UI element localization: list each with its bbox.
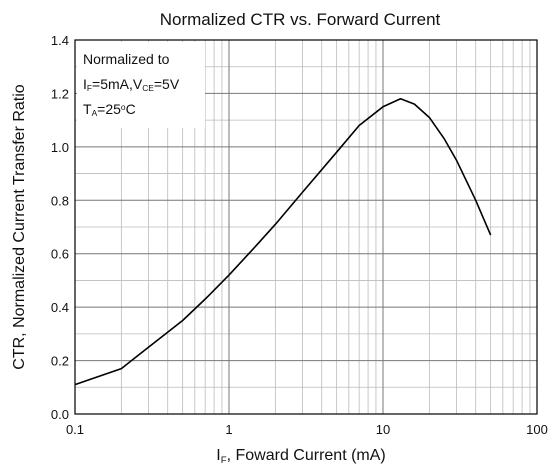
x-axis-label: IF, Foward Current (mA) (216, 447, 385, 466)
subscript: CE (142, 83, 154, 93)
text-segment: , Foward Current (mA) (227, 447, 386, 464)
text-segment: =5mA,V (92, 76, 143, 92)
x-tick-label: 0.1 (66, 422, 84, 437)
text-segment: =5V (154, 76, 180, 92)
y-tick-label: 1.0 (51, 140, 69, 155)
subscript: F (221, 455, 227, 466)
y-tick-label: 0.6 (51, 247, 69, 262)
text-segment: I (83, 76, 87, 92)
x-tick-label: 100 (526, 422, 548, 437)
chart-title: Normalized CTR vs. Forward Current (160, 10, 441, 29)
subscript: A (92, 108, 98, 118)
y-tick-label: 1.4 (51, 33, 69, 48)
x-tick-label: 1 (225, 422, 232, 437)
y-axis-label: CTR, Normalized Current Transfer Ratio (11, 84, 28, 370)
annotation: IF=5mA,VCE=5V (83, 76, 180, 93)
y-tick-label: 0.8 (51, 193, 69, 208)
text-segment: Normalized to (83, 51, 170, 67)
text-segment: I (216, 447, 220, 464)
annotation: Normalized to (83, 51, 170, 67)
y-tick-label: 1.2 (51, 86, 69, 101)
text-segment: C (126, 101, 136, 117)
superscript: o (121, 102, 126, 112)
annotation: TA=25oC (83, 101, 136, 118)
text-segment: =25 (97, 101, 121, 117)
text-segment: T (83, 101, 92, 117)
plot-frame (74, 39, 538, 415)
x-tick-label: 10 (376, 422, 390, 437)
series-line (74, 97, 492, 386)
annotation-box (77, 42, 205, 128)
y-tick-label: 0.0 (51, 407, 69, 422)
y-tick-label: 0.4 (51, 300, 69, 315)
subscript: F (87, 83, 92, 93)
y-tick-label: 0.2 (51, 354, 69, 369)
